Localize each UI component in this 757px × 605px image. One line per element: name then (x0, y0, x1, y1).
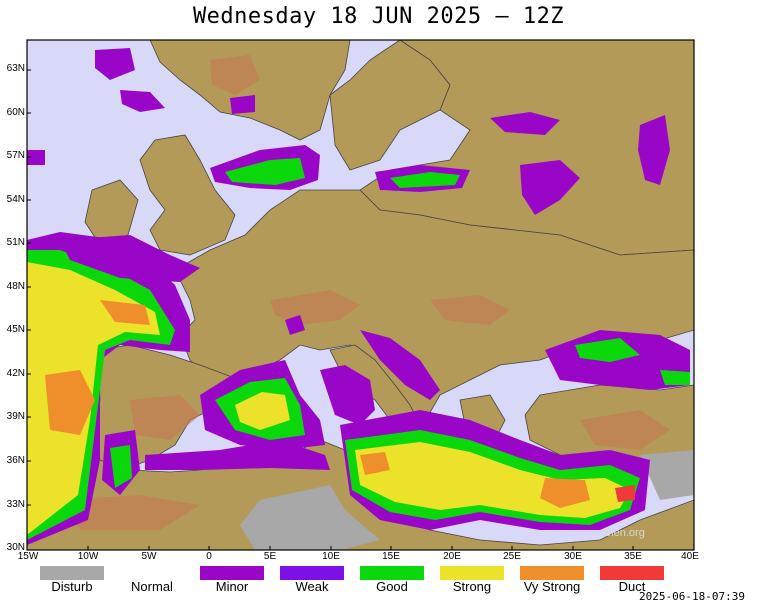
lat-label: 54N (6, 194, 25, 205)
legend-swatch-vy-strong (520, 566, 584, 580)
lat-label: 45N (6, 324, 25, 335)
legend-label-weak: Weak (295, 579, 329, 594)
lat-label: 51N (6, 237, 25, 248)
lon-label: 15E (382, 551, 400, 562)
lat-label: 33N (6, 499, 25, 510)
lon-label: 10E (322, 551, 340, 562)
legend-label-duct: Duct (618, 579, 646, 594)
lat-label: 63N (6, 63, 25, 74)
lat-label: 60N (6, 107, 25, 118)
ducting-adriatic (285, 315, 305, 335)
legend-swatch-strong (440, 566, 504, 580)
legend-label-normal: Normal (131, 579, 173, 594)
credit-watermark: tolen.org (602, 527, 645, 539)
legend-label-disturb: Disturb (51, 579, 93, 594)
ducting-atlantic (27, 232, 190, 545)
disturb-zone (240, 485, 380, 550)
legend-label-good: Good (376, 579, 408, 594)
lon-label: 15W (17, 551, 39, 562)
legend-label-strong: Strong (452, 579, 492, 594)
lon-label: 40E (681, 551, 699, 562)
map-title: Wednesday 18 JUN 2025 – 12Z (192, 4, 565, 29)
lon-label: 35E (624, 551, 642, 562)
lon-label: 0 (206, 551, 212, 562)
legend-label-vy-strong: Vy Strong (523, 579, 581, 594)
lat-label: 57N (6, 150, 25, 161)
legend-swatch-minor (200, 566, 264, 580)
lon-label: 20E (443, 551, 461, 562)
legend-swatch-normal (120, 566, 184, 580)
lon-label: 5W (141, 551, 157, 562)
legend-swatch-disturb (40, 566, 104, 580)
legend-swatch-weak (280, 566, 344, 580)
lon-label: 10W (77, 551, 99, 562)
legend-swatch-duct (600, 566, 664, 580)
legend-swatch-good (360, 566, 424, 580)
lat-label: 30N (6, 542, 25, 553)
disturb-zone (640, 450, 694, 500)
timestamp: 2025-06-18-07:39 (639, 590, 745, 603)
ducting-north-sea (27, 48, 670, 282)
ducting-black-sea (545, 330, 690, 390)
map-frame (26, 39, 695, 551)
lat-label: 36N (6, 455, 25, 466)
lon-label: 25E (503, 551, 521, 562)
axis-ticks (27, 69, 634, 550)
lat-label: 42N (6, 368, 25, 379)
legend-label-minor: Minor (215, 579, 249, 594)
lat-label: 48N (6, 281, 25, 292)
ducting-mediterranean (102, 330, 650, 530)
lat-label: 39N (6, 411, 25, 422)
lon-label: 5E (263, 551, 277, 562)
lon-label: 30E (564, 551, 582, 562)
relief-shading (60, 55, 670, 530)
